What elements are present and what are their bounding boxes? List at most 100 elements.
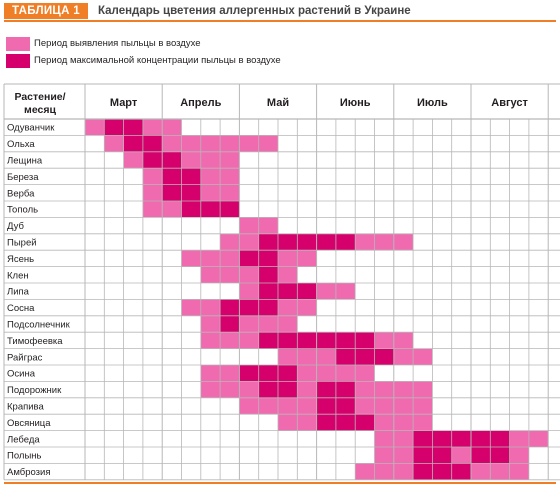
pollen-cell [239,381,259,398]
peak-cell [278,283,298,300]
plant-name: Ясень [7,254,34,265]
peak-cell [432,447,452,464]
bottom-divider [4,482,556,484]
pollen-cell [220,266,240,283]
peak-cell [258,365,278,382]
pollen-cell [278,315,298,333]
pollen-cell [278,250,298,267]
pollen-cell [220,250,240,267]
pollen-cell [374,381,394,398]
month-header: Июль [417,97,448,109]
pollen-cell [239,217,259,234]
pollen-cell [316,283,336,300]
pollen-cell [355,463,375,480]
plant-name: Тимофеевка [7,336,63,347]
pollen-cell [393,463,414,480]
peak-cell [316,381,336,398]
plant-name: Лещина [7,156,43,167]
peak-cell [374,348,394,365]
pollen-cell [278,397,298,415]
peak-cell [490,430,510,447]
peak-cell [239,299,259,316]
peak-cell [451,430,471,447]
pollen-cell [258,397,278,415]
pollen-cell [297,397,317,415]
pollen-cell [200,168,221,185]
peak-cell [413,430,433,447]
legend-swatch-peak [6,54,30,68]
peak-cell [258,332,278,349]
peak-cell [451,463,471,480]
pollen-cell [220,184,240,201]
peak-cell [413,463,433,480]
pollen-cell [355,381,375,398]
pollen-cell [393,381,414,398]
plant-name: Полынь [7,451,42,462]
peak-cell [220,315,240,333]
pollen-cell [374,233,394,251]
peak-cell [258,283,278,300]
peak-cell [432,430,452,447]
peak-cell [471,447,491,464]
pollen-cell [162,135,182,152]
pollen-cell [278,348,298,365]
plant-name: Лебеда [7,434,40,445]
peak-cell [490,447,510,464]
pollen-cell [297,414,317,431]
pollen-cell [393,397,414,415]
pollen-cell [200,250,221,267]
peak-cell [335,233,356,251]
pollen-cell [220,332,240,349]
pollen-cell [181,135,201,152]
pollen-cell [393,332,414,349]
pollen-cell [413,397,433,415]
peak-cell [239,250,259,267]
pollen-cell [142,201,163,218]
peak-cell [258,266,278,283]
plant-name: Липа [7,287,30,298]
pollen-cell [374,447,394,464]
pollen-cell [451,447,471,464]
pollen-cell [393,414,414,431]
pollen-cell [258,217,278,234]
pollen-cell [509,430,529,447]
pollen-cell [374,414,394,431]
peak-cell [297,332,317,349]
peak-cell [278,233,298,251]
peak-cell [162,151,182,169]
pollen-cell [200,151,221,169]
pollen-cell [220,365,240,382]
pollen-cell [220,135,240,152]
pollen-cell [355,233,375,251]
pollen-cell [316,348,336,365]
month-header: Март [110,97,138,109]
peak-cell [355,348,375,365]
pollen-cell [200,332,221,349]
pollen-cell [393,447,414,464]
pollen-cell [413,348,433,365]
plant-name: Подсолнечник [7,320,71,331]
legend-label-peak: Период максимальной концентрации пыльцы … [34,55,281,66]
plant-name: Дуб [7,221,24,232]
pollen-cell [142,119,163,136]
plant-name: Подорожник [7,385,62,396]
peak-cell [162,168,182,185]
peak-cell [220,201,240,218]
pollen-cell [220,151,240,169]
pollen-cell [509,447,529,464]
legend-swatch-light [6,37,30,51]
pollen-cell [85,119,105,136]
peak-cell [278,365,298,382]
plant-name: Одуванчик [7,123,55,134]
header-divider [4,20,556,22]
pollen-cell [181,250,201,267]
pollen-cell [393,348,414,365]
peak-cell [335,381,356,398]
peak-cell [181,201,201,218]
table-header: ТАБЛИЦА 1 Календарь цветения аллергенных… [0,0,560,22]
pollen-cell [278,299,298,316]
pollen-cell [335,365,356,382]
peak-cell [335,332,356,349]
plant-name: Осина [7,369,36,380]
plant-name: Береза [7,172,39,183]
